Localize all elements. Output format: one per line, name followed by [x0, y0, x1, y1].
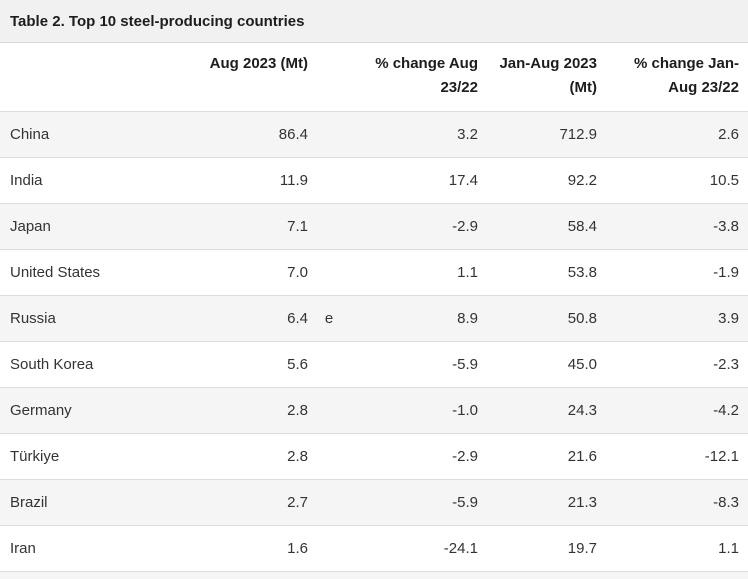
- table-row: Germany 2.8 -1.0 24.3 -4.2: [0, 387, 748, 434]
- table-row: United States 7.0 1.1 53.8 -1.9: [0, 249, 748, 296]
- header-aug-2023-mt: Aug 2023 (Mt): [190, 43, 308, 112]
- header-pct-change-jan-aug: % change Jan- Aug 23/22: [600, 43, 748, 112]
- cell-aug-2023-mt: 2.8: [190, 433, 308, 480]
- table-title: Table 2. Top 10 steel-producing countrie…: [0, 0, 748, 43]
- cell-jan-aug-2023-mt: 21.6: [480, 433, 600, 480]
- cell-pct-change-jan-aug: -3.8: [600, 203, 748, 250]
- cell-country: Brazil: [0, 479, 190, 526]
- cell-aug-2023-mt: 2.8: [190, 387, 308, 434]
- cell-country: Iran: [0, 525, 190, 572]
- cell-note: [308, 157, 350, 204]
- cell-pct-change-jan-aug: -2.3: [600, 341, 748, 388]
- cell-pct-change-aug: -24.1: [350, 525, 480, 572]
- steel-production-table: Aug 2023 (Mt) % change Aug 23/22 Jan-Aug…: [0, 43, 748, 572]
- table-row: China 86.4 3.2 712.9 2.6: [0, 111, 748, 158]
- header-pct-change-aug: % change Aug 23/22: [350, 43, 480, 112]
- header-note: [308, 43, 350, 112]
- cell-jan-aug-2023-mt: 58.4: [480, 203, 600, 250]
- table-row: India 11.9 17.4 92.2 10.5: [0, 157, 748, 204]
- cell-pct-change-aug: -1.0: [350, 387, 480, 434]
- cell-jan-aug-2023-mt: 45.0: [480, 341, 600, 388]
- cell-pct-change-aug: 1.1: [350, 249, 480, 296]
- cell-pct-change-jan-aug: -8.3: [600, 479, 748, 526]
- table-row: Iran 1.6 -24.1 19.7 1.1: [0, 525, 748, 572]
- table-row: South Korea 5.6 -5.9 45.0 -2.3: [0, 341, 748, 388]
- cell-pct-change-aug: -5.9: [350, 479, 480, 526]
- cell-note: [308, 433, 350, 480]
- partial-next-row: [0, 571, 748, 579]
- cell-note: [308, 479, 350, 526]
- table-body: China 86.4 3.2 712.9 2.6 India 11.9 17.4…: [0, 111, 748, 572]
- table-row: Brazil 2.7 -5.9 21.3 -8.3: [0, 479, 748, 526]
- cell-note: [308, 387, 350, 434]
- header-row: Aug 2023 (Mt) % change Aug 23/22 Jan-Aug…: [0, 43, 748, 112]
- cell-country: India: [0, 157, 190, 204]
- cell-pct-change-aug: 3.2: [350, 111, 480, 158]
- cell-pct-change-jan-aug: -4.2: [600, 387, 748, 434]
- cell-jan-aug-2023-mt: 21.3: [480, 479, 600, 526]
- cell-pct-change-jan-aug: -12.1: [600, 433, 748, 480]
- cell-pct-change-aug: -2.9: [350, 203, 480, 250]
- table-row: Türkiye 2.8 -2.9 21.6 -12.1: [0, 433, 748, 480]
- cell-aug-2023-mt: 2.7: [190, 479, 308, 526]
- cell-aug-2023-mt: 5.6: [190, 341, 308, 388]
- cell-note: [308, 249, 350, 296]
- cell-note: [308, 525, 350, 572]
- cell-jan-aug-2023-mt: 92.2: [480, 157, 600, 204]
- cell-note: [308, 111, 350, 158]
- cell-aug-2023-mt: 7.1: [190, 203, 308, 250]
- cell-pct-change-jan-aug: 1.1: [600, 525, 748, 572]
- cell-pct-change-jan-aug: -1.9: [600, 249, 748, 296]
- cell-country: United States: [0, 249, 190, 296]
- cell-country: Türkiye: [0, 433, 190, 480]
- cell-note: [308, 341, 350, 388]
- cell-pct-change-aug: 8.9: [350, 295, 480, 342]
- header-jan-aug-2023-mt: Jan-Aug 2023 (Mt): [480, 43, 600, 112]
- cell-aug-2023-mt: 11.9: [190, 157, 308, 204]
- cell-jan-aug-2023-mt: 712.9: [480, 111, 600, 158]
- cell-note: e: [308, 295, 350, 342]
- cell-pct-change-aug: -5.9: [350, 341, 480, 388]
- cell-aug-2023-mt: 6.4: [190, 295, 308, 342]
- cell-jan-aug-2023-mt: 53.8: [480, 249, 600, 296]
- cell-country: Germany: [0, 387, 190, 434]
- cell-country: South Korea: [0, 341, 190, 388]
- cell-country: Japan: [0, 203, 190, 250]
- table-row: Japan 7.1 -2.9 58.4 -3.8: [0, 203, 748, 250]
- header-country: [0, 43, 190, 112]
- cell-pct-change-aug: 17.4: [350, 157, 480, 204]
- cell-pct-change-jan-aug: 3.9: [600, 295, 748, 342]
- cell-note: [308, 203, 350, 250]
- cell-aug-2023-mt: 1.6: [190, 525, 308, 572]
- cell-country: Russia: [0, 295, 190, 342]
- cell-jan-aug-2023-mt: 19.7: [480, 525, 600, 572]
- cell-jan-aug-2023-mt: 24.3: [480, 387, 600, 434]
- cell-pct-change-jan-aug: 2.6: [600, 111, 748, 158]
- cell-pct-change-aug: -2.9: [350, 433, 480, 480]
- table-header: Aug 2023 (Mt) % change Aug 23/22 Jan-Aug…: [0, 43, 748, 112]
- cell-aug-2023-mt: 86.4: [190, 111, 308, 158]
- cell-pct-change-jan-aug: 10.5: [600, 157, 748, 204]
- table-row: Russia 6.4 e 8.9 50.8 3.9: [0, 295, 748, 342]
- cell-jan-aug-2023-mt: 50.8: [480, 295, 600, 342]
- cell-country: China: [0, 111, 190, 158]
- cell-aug-2023-mt: 7.0: [190, 249, 308, 296]
